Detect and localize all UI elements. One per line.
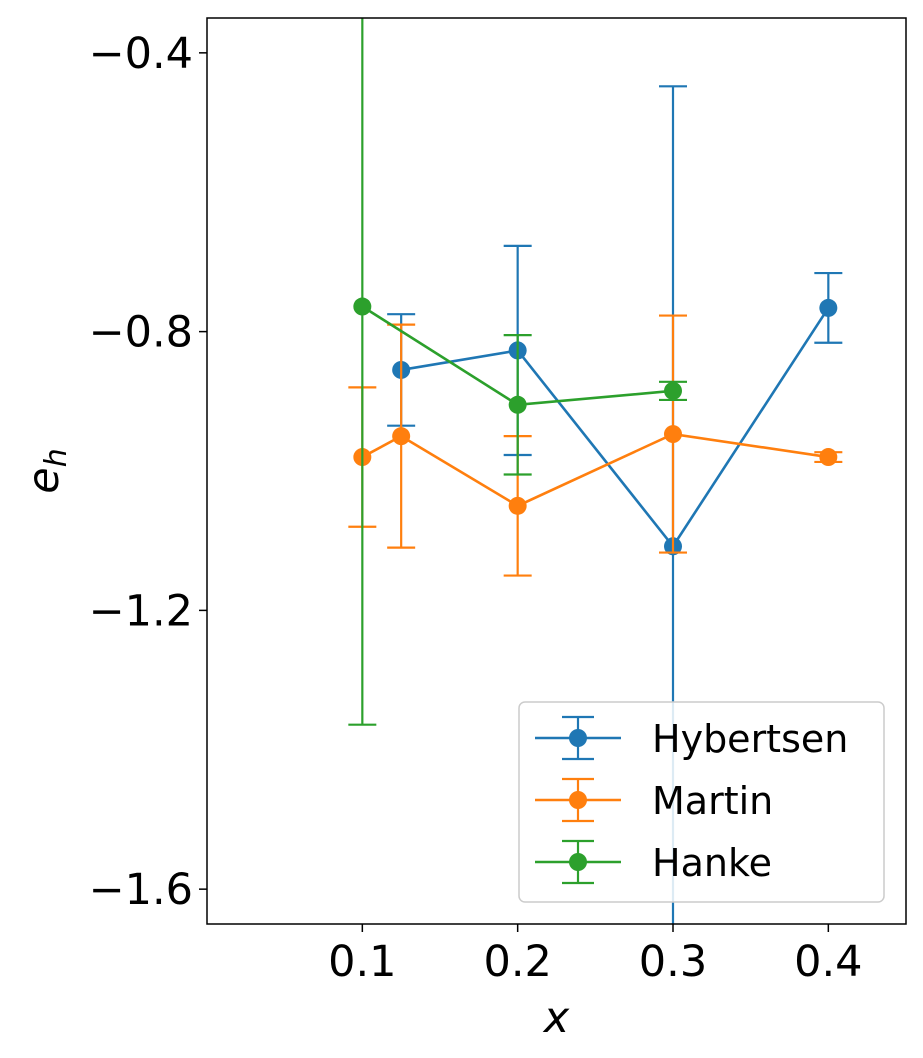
legend-label-hybertsen: Hybertsen [652, 717, 848, 761]
y-axis-label-main: e [19, 467, 69, 493]
y-tick-label-2: −1.2 [89, 586, 193, 636]
data-point-martin-4 [819, 448, 838, 467]
legend-label-hanke: Hanke [652, 841, 772, 885]
x-tick-label-2: 0.3 [639, 937, 707, 987]
x-tick-label-3: 0.4 [794, 937, 862, 987]
data-point-martin-2 [508, 496, 527, 515]
data-point-hanke-0 [353, 297, 372, 316]
legend-marker-hybertsen [569, 729, 587, 747]
data-point-hanke-1 [508, 395, 527, 414]
y-tick-label-3: −1.6 [89, 865, 193, 915]
legend-marker-martin [569, 791, 587, 809]
legend: Hybertsen Martin Hanke [518, 701, 885, 903]
series-hanke [348, 18, 687, 726]
data-point-hanke-2 [664, 381, 682, 400]
legend-label-martin: Martin [652, 779, 773, 823]
data-point-martin-1 [392, 427, 411, 446]
y-axis-label: eh [19, 448, 74, 493]
legend-box [518, 701, 885, 903]
y-axis-label-subscript: h [39, 448, 74, 467]
series-martin [348, 314, 843, 577]
plot-frame [206, 17, 907, 925]
legend-item-martin: Martin [535, 777, 773, 823]
plot-area [348, 18, 843, 924]
legend-item-hybertsen: Hybertsen [535, 715, 848, 761]
x-tick-label-1: 0.2 [483, 937, 551, 987]
x-tick-label-0: 0.1 [328, 937, 396, 987]
series-line-hybertsen [400, 307, 830, 549]
data-point-martin-3 [664, 425, 682, 444]
y-tick-label-1: −0.8 [89, 308, 193, 358]
axis-ticks: 0.1 0.2 0.3 0.4 −0.4 −0.8 −1.2 −1.6 [89, 29, 863, 987]
y-tick-label-0: −0.4 [89, 29, 193, 79]
legend-marker-hanke [569, 853, 587, 871]
data-point-hybertsen-3 [819, 298, 838, 317]
legend-item-hanke: Hanke [535, 839, 772, 885]
x-axis-label: x [542, 993, 570, 1043]
series-line-martin [361, 432, 829, 508]
